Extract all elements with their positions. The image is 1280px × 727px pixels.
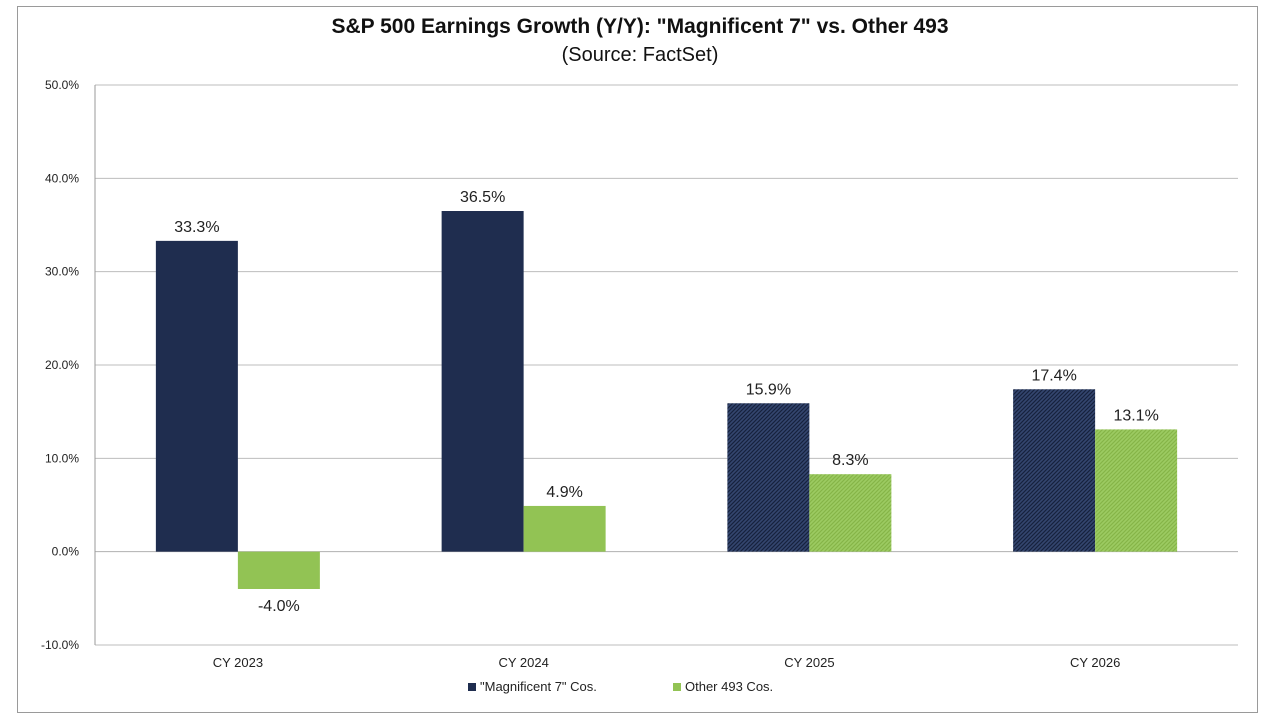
legend: "Magnificent 7" Cos. Other 493 Cos. [468, 679, 773, 694]
y-tick-label: -10.0% [41, 638, 79, 652]
bar-other-493 [1095, 429, 1178, 552]
bar-magnificent-7 [727, 403, 810, 552]
data-label: 13.1% [1113, 407, 1158, 424]
data-label: 8.3% [832, 452, 868, 469]
data-label: 15.9% [746, 381, 791, 398]
bar-other-493 [523, 505, 606, 552]
legend-label-other-493: Other 493 Cos. [685, 679, 773, 694]
chart-subtitle: (Source: FactSet) [561, 44, 719, 66]
x-category-label: CY 2024 [498, 655, 548, 670]
data-label: 33.3% [174, 219, 219, 236]
legend-swatch-other-493 [673, 683, 681, 691]
bar-magnificent-7 [1013, 389, 1096, 552]
bar-magnificent-7 [441, 211, 524, 552]
gridlines [94, 84, 1238, 646]
bar-other-493 [237, 551, 320, 589]
x-category-label: CY 2025 [784, 655, 834, 670]
data-label: -4.0% [258, 598, 300, 615]
data-label: 36.5% [460, 189, 505, 206]
data-labels: 33.3% -4.0% 36.5% 4.9% 15.9% 8.3% 17.4% 13.1% [174, 189, 1159, 615]
bar-other-493 [809, 474, 892, 552]
y-tick-label: 40.0% [45, 171, 79, 185]
x-category-label: CY 2023 [213, 655, 263, 670]
chart-title: S&P 500 Earnings Growth (Y/Y): "Magnific… [331, 15, 949, 38]
x-category-label: CY 2026 [1070, 655, 1120, 670]
data-label: 4.9% [546, 484, 582, 501]
y-tick-label: 30.0% [45, 265, 79, 279]
y-tick-label: 10.0% [45, 451, 79, 465]
y-axis-ticks: -10.0% 0.0% 10.0% 20.0% 30.0% 40.0% 50.0% [41, 78, 79, 652]
y-tick-label: 50.0% [45, 78, 79, 92]
bars [155, 211, 1178, 589]
data-label: 17.4% [1031, 367, 1076, 384]
bar-magnificent-7 [155, 240, 238, 552]
y-tick-label: 0.0% [52, 545, 80, 559]
y-tick-label: 20.0% [45, 358, 79, 372]
legend-label-magnificent-7: "Magnificent 7" Cos. [480, 679, 597, 694]
x-axis-categories: CY 2023 CY 2024 CY 2025 CY 2026 [213, 655, 1121, 670]
legend-swatch-magnificent-7 [468, 683, 476, 691]
